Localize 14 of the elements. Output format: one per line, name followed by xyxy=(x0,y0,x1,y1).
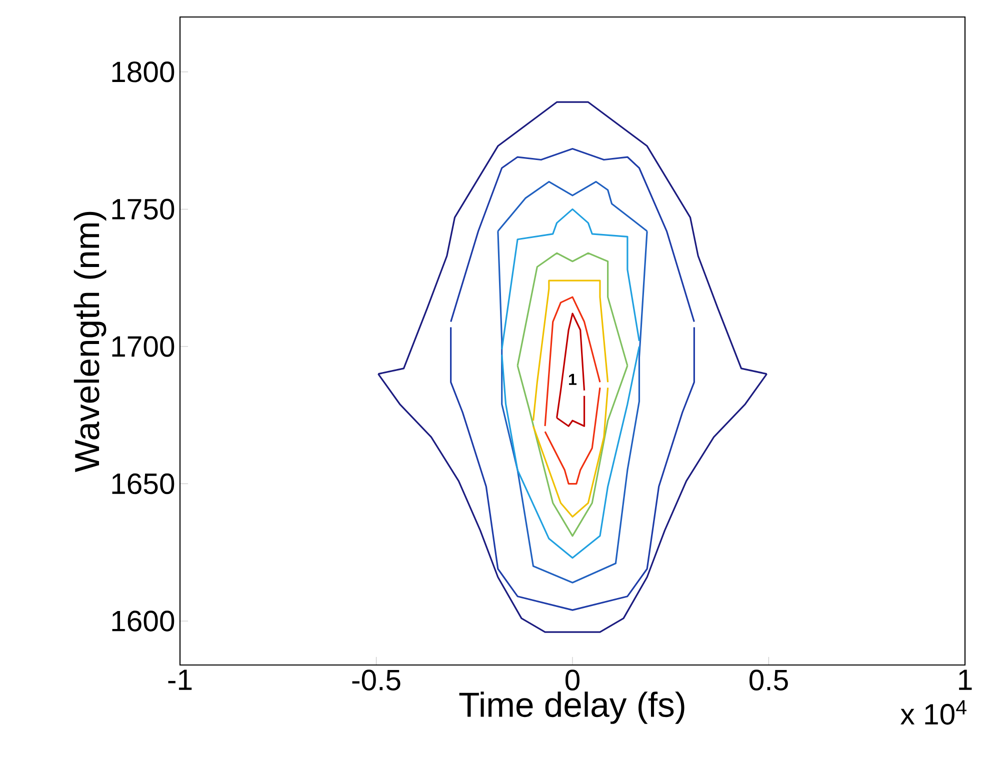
y-tick-label: 1700 xyxy=(112,336,174,357)
x-tick-label: 1 xyxy=(959,670,972,690)
y-tick-label: 1750 xyxy=(112,198,174,220)
x-tick-label: -0.5 xyxy=(352,670,400,690)
x-axis-title: Time delay (fs) xyxy=(459,692,684,724)
y-tick-label: 1600 xyxy=(112,610,174,632)
y-tick-label: 1650 xyxy=(112,473,174,494)
y-axis-title: Wavelength (nm) xyxy=(74,212,106,472)
x-tick-label: 0.5 xyxy=(750,670,788,690)
x-tick-label: -1 xyxy=(168,670,192,690)
text: x 10$^{4}$ xyxy=(900,700,966,725)
y-tick-label: 1800 xyxy=(112,62,174,82)
annotation: 1 xyxy=(569,374,576,385)
x-tick-label: 0 xyxy=(565,670,580,690)
